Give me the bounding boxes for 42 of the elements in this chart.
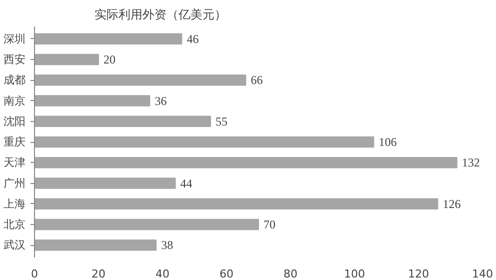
x-tick-label: 20 (92, 268, 106, 280)
x-tick-label: 0 (31, 268, 38, 280)
bar (34, 136, 374, 148)
data-label: 66 (250, 73, 263, 88)
x-tick-label: 120 (408, 268, 429, 280)
data-label: 106 (378, 135, 397, 149)
y-tick-label: 上海 (4, 197, 26, 210)
bar (34, 33, 182, 45)
data-label: 126 (442, 196, 461, 211)
bar (34, 178, 176, 189)
y-tick-label: 天津 (4, 156, 26, 170)
data-label: 55 (216, 114, 228, 128)
chart-title: 实际利用外资（亿美元） (94, 8, 226, 22)
bar (34, 74, 246, 86)
data-label: 44 (180, 176, 192, 190)
bar (34, 54, 99, 66)
y-tick-label: 武汉 (4, 238, 26, 252)
x-tick-label: 60 (220, 268, 234, 280)
y-tick-label: 深圳 (4, 32, 26, 46)
x-tick-label: 100 (344, 268, 365, 280)
data-label: 46 (186, 32, 199, 46)
y-tick-label: 重庆 (4, 136, 26, 148)
y-tick-label: 沈阳 (4, 114, 26, 128)
bar (34, 218, 259, 230)
y-tick-label: 北京 (4, 218, 26, 231)
bar (34, 116, 211, 128)
x-tick-label: 40 (156, 268, 170, 280)
bar (34, 95, 150, 106)
bar (34, 198, 438, 210)
bar (34, 239, 157, 251)
x-tick-label: 80 (284, 268, 298, 280)
x-tick-label: 140 (472, 268, 493, 280)
y-tick-label: 西安 (4, 53, 26, 66)
y-tick-label: 广州 (4, 176, 26, 190)
bar (34, 156, 458, 168)
y-tick-label: 成都 (4, 74, 26, 87)
data-label: 38 (161, 238, 174, 252)
data-label: 20 (104, 52, 116, 66)
data-label: 132 (462, 156, 480, 170)
data-label: 70 (264, 218, 276, 232)
y-tick-label: 南京 (4, 94, 26, 108)
data-label: 36 (154, 94, 167, 108)
